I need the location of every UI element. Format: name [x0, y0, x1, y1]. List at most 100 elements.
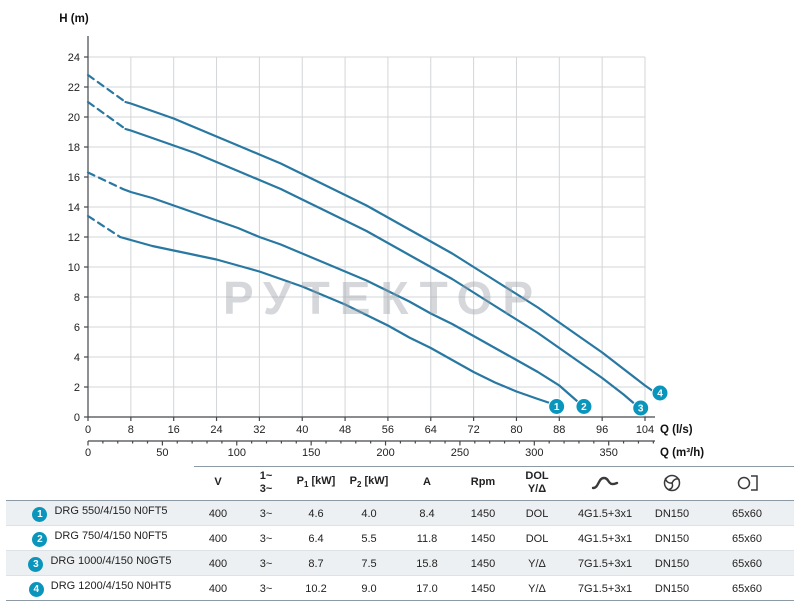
svg-text:0: 0: [85, 447, 91, 459]
voltage-value: 400: [194, 500, 242, 527]
current-value: 8.4: [396, 500, 458, 527]
starting-value: Y/Δ: [508, 550, 566, 577]
p1-value: 4.6: [290, 500, 342, 527]
model-cell: 3 DRG 1000/4/150 N0GT5: [6, 550, 194, 577]
free-passage-value: 65x60: [700, 550, 794, 577]
model-name: DRG 550/4/150 N0FT5: [54, 505, 168, 518]
rpm-value: 1450: [458, 550, 508, 577]
svg-text:40: 40: [296, 424, 308, 436]
curve-3: [124, 127, 638, 407]
model-cell: 4 DRG 1200/4/150 N0HT5: [6, 575, 194, 602]
starting-value: DOL: [508, 525, 566, 552]
svg-text:200: 200: [376, 447, 394, 459]
current-value: 11.8: [396, 525, 458, 552]
svg-text:4: 4: [74, 352, 80, 364]
model-name: DRG 1200/4/150 N0HT5: [50, 580, 172, 593]
phase-header: 1~ 3~: [242, 465, 290, 502]
cable-value: 7G1.5+3x1: [566, 575, 644, 602]
discharge-value: DN150: [644, 550, 700, 577]
curve-number-badge: 1: [32, 507, 48, 523]
curve-number-badge: 3: [28, 557, 44, 573]
curve-4: [124, 100, 657, 395]
svg-text:50: 50: [156, 447, 168, 459]
curve-1: [118, 235, 553, 405]
phase-line1: 1~: [259, 470, 273, 482]
discharge-value: DN150: [644, 525, 700, 552]
svg-text:104: 104: [636, 424, 654, 436]
phase-value: 3~: [242, 550, 290, 577]
svg-text:80: 80: [510, 424, 522, 436]
svg-text:24: 24: [210, 424, 222, 436]
impeller-icon: [644, 473, 700, 493]
x-axis-label-ls: Q (l/s): [660, 424, 693, 436]
svg-text:4: 4: [657, 389, 663, 400]
p2-value: 5.5: [342, 525, 396, 552]
cable-value: 4G1.5+3x1: [566, 500, 644, 527]
starting-line1: DOL: [525, 470, 549, 482]
model-cell: 2 DRG 750/4/150 N0FT5: [6, 525, 194, 552]
svg-text:2: 2: [581, 402, 587, 413]
table-row: 4 DRG 1200/4/150 N0HT5 400 3~ 10.2 9.0 17…: [6, 575, 794, 602]
cable-icon: [566, 474, 644, 492]
svg-text:16: 16: [168, 424, 180, 436]
p1-header: P1 [kW]: [290, 465, 342, 502]
svg-text:88: 88: [553, 424, 565, 436]
starting-line2: Y/Δ: [527, 482, 547, 495]
p2-symbol: P: [349, 475, 357, 488]
pump-spec-table: V 1~ 3~ P1 [kW] P2 [kW] A Rpm DOL Y/Δ: [6, 465, 794, 602]
current-header: A: [396, 465, 458, 502]
model-name: DRG 750/4/150 N0FT5: [54, 530, 168, 543]
svg-text:0: 0: [74, 412, 80, 424]
current-value: 17.0: [396, 575, 458, 602]
starting-value: Y/Δ: [508, 575, 566, 602]
free-passage-value: 65x60: [700, 525, 794, 552]
starting-value: DOL: [508, 500, 566, 527]
svg-text:150: 150: [302, 447, 320, 459]
phase-line2: 3~: [259, 482, 273, 495]
svg-text:20: 20: [68, 112, 80, 124]
p1-value: 6.4: [290, 525, 342, 552]
svg-text:0: 0: [85, 424, 91, 436]
model-name: DRG 1000/4/150 N0GT5: [50, 555, 172, 568]
table-row: 2 DRG 750/4/150 N0FT5 400 3~ 6.4 5.5 11.8…: [6, 525, 794, 552]
rpm-value: 1450: [458, 525, 508, 552]
current-value: 15.8: [396, 550, 458, 577]
table-header-row: V 1~ 3~ P1 [kW] P2 [kW] A Rpm DOL Y/Δ: [6, 465, 794, 502]
svg-text:56: 56: [382, 424, 394, 436]
p2-value: 9.0: [342, 575, 396, 602]
curve-number-badge: 4: [28, 582, 44, 598]
axes: [84, 36, 655, 446]
starting-header: DOL Y/Δ: [508, 465, 566, 502]
voltage-header: V: [194, 465, 242, 502]
free-passage-value: 65x60: [700, 575, 794, 602]
y-axis-label: H (m): [59, 13, 89, 25]
p1-symbol: P: [296, 475, 304, 488]
cable-header: [566, 465, 644, 502]
svg-text:1: 1: [554, 402, 560, 413]
table-row: 1 DRG 550/4/150 N0FT5 400 3~ 4.6 4.0 8.4 …: [6, 500, 794, 527]
discharge-header: [644, 465, 700, 502]
svg-text:100: 100: [228, 447, 246, 459]
discharge-value: DN150: [644, 575, 700, 602]
phase-value: 3~: [242, 525, 290, 552]
p2-value: 4.0: [342, 500, 396, 527]
svg-text:32: 32: [253, 424, 265, 436]
svg-text:8: 8: [128, 424, 134, 436]
svg-text:22: 22: [68, 82, 80, 94]
svg-text:48: 48: [339, 424, 351, 436]
curve-2-dashed: [86, 171, 124, 191]
svg-text:24: 24: [68, 52, 80, 64]
curve-end-marker-1: 1: [548, 398, 566, 415]
free-passage-header: [700, 465, 794, 502]
svg-text:64: 64: [425, 424, 437, 436]
x-axis-label-m3h: Q (m³/h): [660, 447, 704, 459]
svg-text:300: 300: [525, 447, 543, 459]
curve-1-dashed: [86, 214, 122, 239]
svg-text:96: 96: [596, 424, 608, 436]
rpm-value: 1450: [458, 575, 508, 602]
free-passage-value: 65x60: [700, 500, 794, 527]
p1-subscript: 1: [304, 480, 309, 490]
svg-text:3: 3: [638, 404, 644, 415]
